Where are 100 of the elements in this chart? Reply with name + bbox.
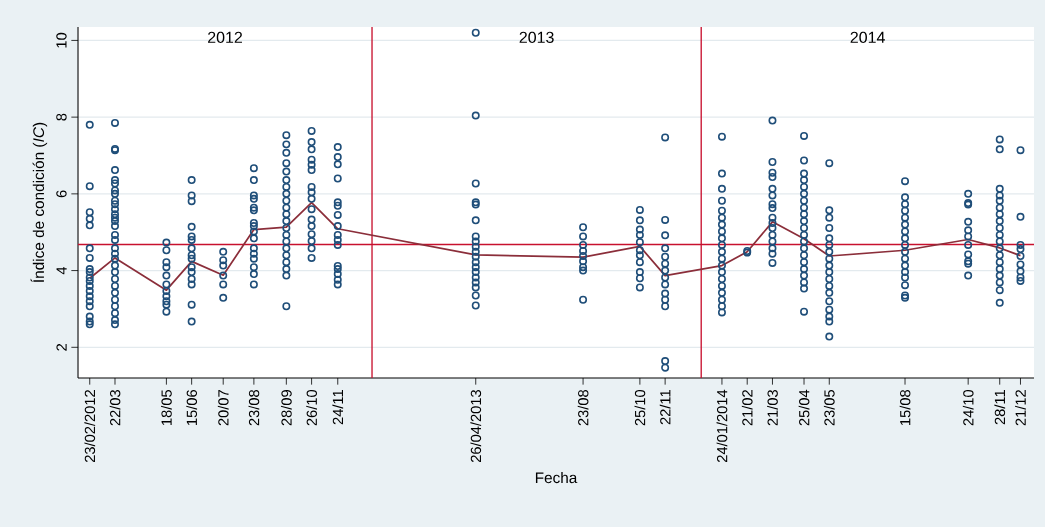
- point: [579, 240, 588, 249]
- point: [768, 224, 777, 232]
- point: [282, 244, 291, 253]
- point: [110, 288, 119, 297]
- point: [768, 191, 777, 200]
- point: [282, 237, 291, 246]
- point: [187, 275, 196, 284]
- point: [307, 244, 316, 253]
- point: [661, 295, 670, 304]
- point: [333, 280, 342, 289]
- point: [85, 253, 94, 262]
- annotation: 2012: [208, 31, 242, 44]
- point: [110, 118, 119, 127]
- point: [661, 252, 670, 261]
- point: [901, 261, 910, 270]
- point: [995, 298, 1004, 307]
- point: [471, 263, 480, 272]
- point: [307, 155, 316, 164]
- point: [471, 28, 480, 37]
- point: [635, 246, 644, 255]
- point: [768, 184, 777, 193]
- point: [768, 158, 777, 167]
- point: [901, 200, 910, 209]
- point: [162, 280, 171, 289]
- x-tick-label: 21/02: [741, 390, 753, 426]
- point: [579, 223, 588, 232]
- point: [635, 205, 644, 214]
- point: [187, 280, 196, 289]
- x-axis-title: Fecha: [535, 471, 578, 484]
- point: [901, 177, 910, 186]
- point: [471, 111, 480, 120]
- point: [661, 363, 670, 372]
- point: [825, 213, 834, 222]
- point: [307, 194, 316, 203]
- point: [333, 270, 342, 279]
- point: [768, 237, 777, 246]
- point: [995, 224, 1004, 232]
- point: [187, 251, 196, 260]
- point: [162, 300, 171, 309]
- point: [995, 237, 1004, 246]
- point: [964, 232, 973, 241]
- point: [333, 198, 342, 207]
- point: [333, 160, 342, 169]
- point: [110, 213, 119, 222]
- point: [661, 302, 670, 311]
- point: [995, 230, 1004, 239]
- point: [901, 281, 910, 290]
- point: [282, 210, 291, 219]
- x-tick-label: 26/04/2013: [470, 390, 482, 463]
- point: [110, 186, 119, 195]
- point: [717, 240, 726, 249]
- point: [187, 197, 196, 206]
- point: [471, 278, 480, 287]
- point: [162, 286, 171, 295]
- point: [825, 268, 834, 277]
- point: [249, 254, 258, 263]
- point: [717, 281, 726, 290]
- point: [333, 230, 342, 239]
- point: [110, 275, 119, 284]
- point: [249, 244, 258, 253]
- point: [85, 281, 94, 290]
- point: [579, 247, 588, 256]
- point: [717, 220, 726, 229]
- point: [800, 271, 809, 280]
- point: [249, 206, 258, 215]
- point: [964, 217, 973, 226]
- x-tick-label: 21/12: [1015, 390, 1026, 426]
- point: [717, 275, 726, 284]
- x-tick-label: 21/03: [767, 390, 778, 426]
- point: [901, 227, 910, 236]
- point: [471, 232, 480, 241]
- point: [661, 215, 670, 224]
- point: [162, 258, 171, 267]
- point: [1016, 240, 1025, 249]
- point: [1016, 146, 1025, 155]
- x-tick-label: 23/08: [577, 390, 589, 426]
- point: [85, 244, 94, 253]
- point: [85, 182, 94, 191]
- x-tick-label: 23/08: [248, 390, 260, 426]
- point: [333, 261, 342, 270]
- point: [995, 265, 1004, 274]
- point: [471, 258, 480, 267]
- point: [717, 184, 726, 193]
- point: [219, 271, 228, 280]
- point: [1016, 245, 1025, 254]
- point: [249, 176, 258, 185]
- point: [825, 206, 834, 215]
- point: [1016, 260, 1025, 269]
- point: [964, 250, 973, 259]
- point: [333, 174, 342, 183]
- point: [333, 275, 342, 284]
- point: [282, 196, 291, 205]
- point: [825, 224, 834, 232]
- point: [635, 283, 644, 292]
- point: [825, 297, 834, 306]
- point: [187, 235, 196, 244]
- y-tick-label: 2: [56, 343, 67, 351]
- point: [110, 217, 119, 226]
- point: [901, 247, 910, 256]
- point: [110, 302, 119, 311]
